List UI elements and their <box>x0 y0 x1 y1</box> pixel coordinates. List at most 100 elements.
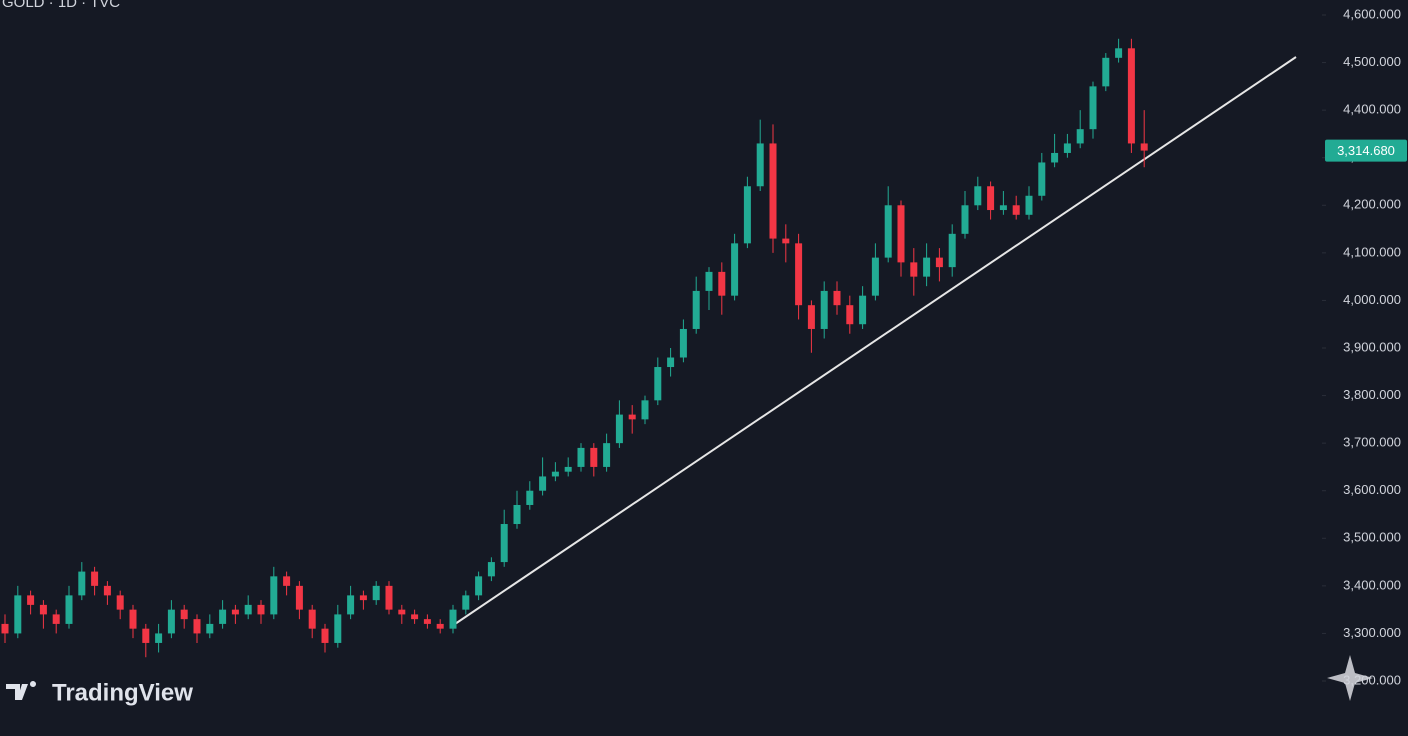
candle-body <box>590 447 598 467</box>
candle-body <box>526 490 534 505</box>
logo <box>6 681 36 700</box>
sparkle-icon <box>1327 655 1373 701</box>
watermark-text: TradingView <box>52 679 193 706</box>
candle-body <box>14 595 22 634</box>
y-tick-label: 3,500.000 <box>1343 530 1401 545</box>
candle-body <box>756 143 764 187</box>
candle-body <box>923 257 931 277</box>
candle-body <box>833 290 841 306</box>
watermark: TradingView <box>6 679 193 706</box>
candle-body <box>1076 129 1084 144</box>
candle-body <box>987 186 995 211</box>
candle-body <box>820 290 828 329</box>
candle-body <box>603 443 611 467</box>
candle-body <box>948 233 956 268</box>
candle-body <box>321 628 329 643</box>
y-tick-label: 4,000.000 <box>1343 292 1401 307</box>
y-tick-label: 3,400.000 <box>1343 577 1401 592</box>
candle-body <box>807 305 815 329</box>
candle-body <box>219 609 227 624</box>
candle-body <box>641 400 649 420</box>
candle-body <box>91 571 99 586</box>
candle-body <box>103 585 111 596</box>
y-tick-label: 3,300.000 <box>1343 625 1401 640</box>
candle-body <box>270 576 278 615</box>
candle-body <box>999 205 1007 211</box>
candle-body <box>731 243 739 296</box>
candle-body <box>1063 143 1071 153</box>
y-tick-label: 4,100.000 <box>1343 244 1401 259</box>
candle-body <box>1127 48 1135 144</box>
chart-title: GOLD · 1D · TVC <box>2 0 120 11</box>
candle-body <box>782 238 790 244</box>
candle-body <box>551 471 559 477</box>
candle-body <box>462 595 470 610</box>
y-tick-label: 4,500.000 <box>1343 54 1401 69</box>
candle-body <box>718 271 726 296</box>
y-tick-label: 4,600.000 <box>1343 6 1401 21</box>
y-tick-label: 4,400.000 <box>1343 102 1401 117</box>
y-tick-label: 3,800.000 <box>1343 387 1401 402</box>
candle-body <box>231 609 239 615</box>
candle-body <box>372 585 380 601</box>
candle-body <box>577 447 585 467</box>
candle-body <box>910 262 918 277</box>
candle-body <box>475 576 483 596</box>
candle-body <box>871 257 879 296</box>
candle-body <box>206 623 214 634</box>
candle-body <box>308 609 316 629</box>
candle-body <box>897 205 905 263</box>
candle-body <box>283 576 291 586</box>
candle-body <box>65 595 73 624</box>
candle-body <box>769 143 777 239</box>
candle-body <box>1115 48 1123 58</box>
candle-body <box>411 614 419 620</box>
candle-body <box>974 186 982 206</box>
candle-body <box>667 357 675 368</box>
candle-body <box>449 609 457 629</box>
y-tick-label: 3,900.000 <box>1343 339 1401 354</box>
candle-body <box>654 367 662 401</box>
candle-body <box>78 571 86 596</box>
candle-body <box>564 466 572 472</box>
candle-body <box>27 595 35 605</box>
candle-body <box>679 328 687 358</box>
candle-body <box>385 585 393 610</box>
y-tick-label: 3,200.000 <box>1343 672 1401 687</box>
candle-body <box>692 290 700 329</box>
candle-body <box>961 205 969 234</box>
candle-body <box>193 619 201 634</box>
candle-body <box>846 305 854 325</box>
candle-body <box>1140 143 1148 151</box>
price-tag: 3,314.680 <box>1337 143 1395 158</box>
candle-body <box>142 628 150 643</box>
candle-body <box>628 414 636 420</box>
candle-body <box>1089 86 1097 130</box>
candle-body <box>129 609 137 629</box>
candle-body <box>1 623 9 634</box>
y-tick-label: 3,600.000 <box>1343 482 1401 497</box>
candle-body <box>116 595 124 610</box>
candle-body <box>436 623 444 629</box>
candle-body <box>705 271 713 291</box>
candle-body <box>884 205 892 258</box>
y-tick-label: 4,200.000 <box>1343 197 1401 212</box>
candle-body <box>1025 195 1033 215</box>
candle-body <box>1102 57 1110 87</box>
candle-body <box>795 243 803 306</box>
candle-body <box>1038 162 1046 196</box>
candle-body <box>52 614 60 624</box>
candle-body <box>155 633 163 643</box>
candle-body <box>1012 205 1020 215</box>
candle-body <box>359 595 367 601</box>
candle-body <box>500 524 508 563</box>
candle-body <box>859 295 867 325</box>
candle-body <box>334 614 342 643</box>
candle-body <box>423 619 431 624</box>
candle-body <box>398 609 406 615</box>
candle-body <box>244 604 252 615</box>
candle-body <box>257 604 265 615</box>
candle-body <box>167 609 175 634</box>
